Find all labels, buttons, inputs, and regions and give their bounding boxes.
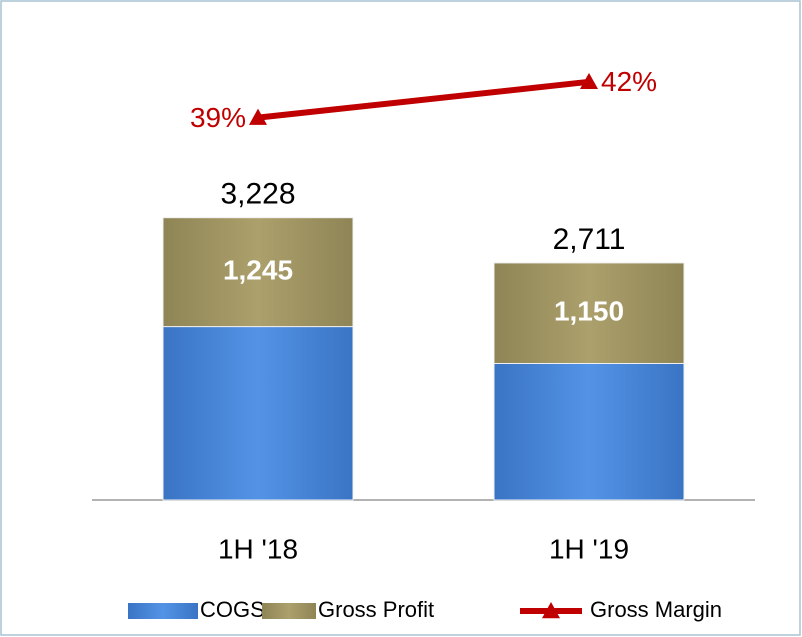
legend-swatch — [128, 603, 198, 619]
bar-segment — [162, 217, 354, 328]
line — [257, 78, 590, 121]
line-marker — [580, 72, 598, 90]
legend-swatch-marker — [542, 602, 560, 619]
legend-label: Gross Profit — [318, 597, 434, 622]
legend-label: COGS — [200, 597, 265, 622]
legend-label: Gross Margin — [590, 597, 722, 622]
legend-swatch — [262, 603, 316, 619]
data-label: 42% — [601, 66, 657, 97]
bar-segment — [493, 362, 685, 501]
data-label: 1,150 — [554, 296, 624, 327]
x-tick-label: 1H '19 — [549, 533, 629, 564]
total-label: 2,711 — [553, 223, 626, 256]
data-label: 39% — [190, 102, 246, 133]
x-tick-label: 1H '18 — [218, 533, 298, 564]
bar-segment — [162, 326, 354, 501]
data-label: 1,245 — [223, 255, 293, 286]
total-label: 3,228 — [220, 178, 295, 211]
bar-segment — [493, 262, 685, 364]
line-marker — [249, 108, 267, 125]
